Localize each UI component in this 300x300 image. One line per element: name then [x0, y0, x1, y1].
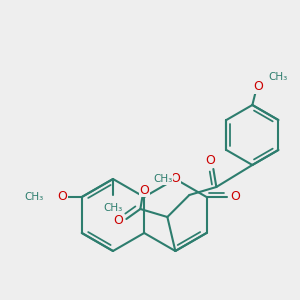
Text: O: O: [57, 190, 67, 203]
Text: O: O: [231, 190, 241, 203]
Text: O: O: [140, 184, 149, 196]
Text: O: O: [206, 154, 215, 166]
Text: CH₃: CH₃: [25, 192, 44, 202]
Text: O: O: [254, 80, 263, 94]
Text: CH₃: CH₃: [103, 203, 123, 213]
Text: CH₃: CH₃: [153, 174, 172, 184]
Text: CH₃: CH₃: [268, 72, 288, 82]
Text: O: O: [113, 214, 123, 227]
Text: O: O: [170, 172, 180, 185]
